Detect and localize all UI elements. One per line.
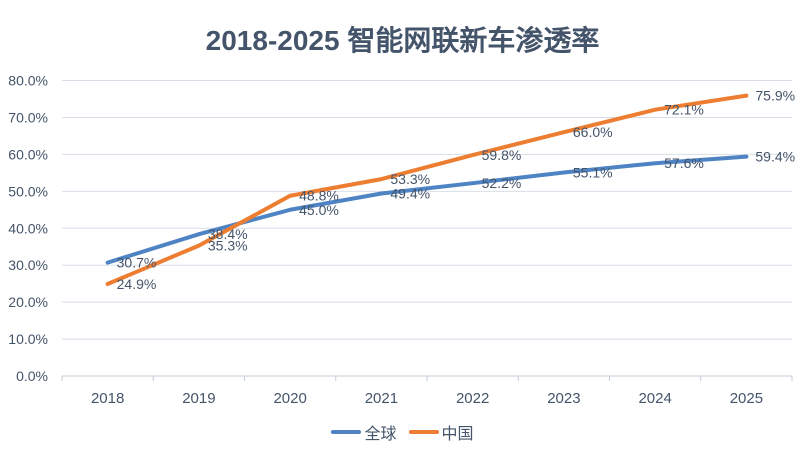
data-label-global: 57.6% <box>664 155 704 171</box>
x-tick-label: 2024 <box>638 390 671 407</box>
chart-title: 2018-2025 智能网联新车渗透率 <box>205 25 600 56</box>
data-label-global: 30.7% <box>117 255 157 271</box>
x-tick-label: 2020 <box>273 390 306 407</box>
legend-swatch-china <box>408 430 439 434</box>
legend-item-china: 中国 <box>408 420 474 444</box>
y-tick-label: 30.0% <box>8 257 48 273</box>
y-tick-label: 0.0% <box>16 368 48 384</box>
data-label-china: 48.8% <box>299 188 339 204</box>
data-label-global: 45.0% <box>299 202 339 218</box>
chart-legend: 全球 中国 <box>0 420 805 444</box>
data-label-china: 72.1% <box>664 102 704 118</box>
data-label-global: 55.1% <box>573 164 613 180</box>
series-line-china <box>105 93 749 287</box>
y-tick-label: 40.0% <box>8 220 48 236</box>
legend-label-china: 中国 <box>441 426 474 443</box>
legend-label-global: 全球 <box>364 426 397 443</box>
data-label-china: 53.3% <box>390 171 430 187</box>
x-tick-label: 2022 <box>456 390 489 407</box>
y-tick-label: 10.0% <box>8 331 48 347</box>
x-tick-label: 2018 <box>91 390 124 407</box>
y-tick-label: 60.0% <box>8 146 48 162</box>
x-tick-label: 2019 <box>182 390 215 407</box>
x-tick-label: 2025 <box>730 390 763 407</box>
data-label-global: 49.4% <box>390 186 430 202</box>
data-label-china: 35.3% <box>208 238 248 254</box>
data-label-global: 38.4% <box>208 226 248 242</box>
data-label-china: 24.9% <box>117 276 157 292</box>
legend-item-global: 全球 <box>331 420 397 444</box>
y-tick-label: 80.0% <box>8 73 48 89</box>
x-tick-label: 2021 <box>365 390 398 407</box>
series-line-global <box>105 154 749 265</box>
y-tick-label: 20.0% <box>8 294 48 310</box>
data-label-china: 59.8% <box>482 147 522 163</box>
y-tick-label: 50.0% <box>8 183 48 199</box>
data-label-global: 59.4% <box>755 149 795 165</box>
legend-swatch-global <box>331 430 362 434</box>
data-label-china: 66.0% <box>573 124 613 140</box>
data-label-china: 75.9% <box>755 88 795 104</box>
y-tick-label: 70.0% <box>8 109 48 125</box>
data-label-global: 52.2% <box>482 175 522 191</box>
x-tick-label: 2023 <box>547 390 580 407</box>
